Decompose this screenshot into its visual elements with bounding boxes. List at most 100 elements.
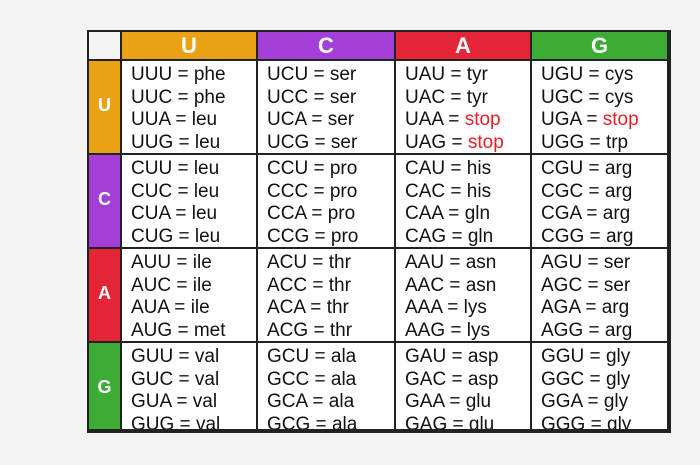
amino-acid-label: leu: [191, 109, 218, 130]
codon-label: CCU: [267, 158, 309, 179]
codon-label: CCA: [267, 203, 307, 224]
codon-label: CAC: [405, 180, 446, 202]
codon-entry: GAC = asp: [405, 368, 499, 390]
codon-cell: AAU = asn AAC = asn AAA = lys AAG = lys: [396, 249, 532, 343]
amino-acid-label: ala: [331, 413, 358, 431]
codon-cell: UUU = phe UUC = phe UUA = leu UUG = leu: [122, 61, 258, 155]
amino-acid-label: pro: [329, 180, 358, 202]
amino-acid-label: lys: [463, 297, 487, 318]
amino-acid-label: ala: [330, 368, 357, 390]
codon-label: CAU: [405, 158, 446, 179]
codon-entry: GGA = gly: [541, 391, 629, 412]
codon-label: GGU: [541, 346, 585, 367]
codon-entry: GCG = ala: [267, 413, 394, 431]
codon-entry: UAU = tyr: [405, 64, 488, 85]
codon-label: UAA: [405, 109, 444, 130]
amino-acid-label: ser: [330, 131, 358, 153]
codon-entry: CCG = pro: [267, 225, 359, 247]
codon-entry: AUU = ile: [131, 252, 212, 273]
codon-entry: GGC = gly: [541, 368, 631, 390]
amino-acid-label: gly: [605, 346, 631, 367]
amino-acid-label: cys: [604, 64, 634, 85]
codon-label: AGG: [541, 319, 584, 341]
codon-entry: CAC = his: [405, 180, 492, 202]
amino-acid-label: glu: [468, 413, 495, 431]
codon-entry: UUA = leu: [131, 109, 218, 130]
codon-entry: GUG = val: [131, 413, 256, 431]
amino-acid-label: thr: [326, 297, 349, 318]
codon-entry: GGG = gly: [541, 414, 667, 430]
codon-entry: AGG = arg: [541, 319, 633, 341]
codon-cell: ACU = thr ACC = thr ACA = thr ACG = thr: [258, 249, 396, 343]
codon-entry: CCU = pro: [267, 158, 358, 179]
codon-cell: UGU = cys UGC = cys UGA = stop UGG = trp: [532, 61, 669, 155]
codon-entry: UAA = stop: [405, 109, 501, 130]
codon-entry: ACA = thr: [267, 297, 349, 318]
codon-label: CAG: [405, 225, 447, 247]
row-header-G: G: [89, 343, 122, 431]
amino-acid-label: arg: [604, 319, 633, 341]
codon-label: CUC: [131, 180, 173, 202]
codon-entry: AGC = ser: [541, 274, 631, 296]
codon-cell: GCU = ala GCC = ala GCA = ala GCG = ala: [258, 343, 396, 431]
codon-label: AUG: [131, 319, 173, 341]
amino-acid-label: gln: [464, 203, 491, 224]
amino-acid-label: val: [195, 413, 221, 431]
codon-label: GAC: [405, 368, 447, 390]
amino-acid-label: val: [194, 346, 220, 367]
codon-label: UGA: [541, 109, 582, 130]
amino-acid-label: arg: [604, 180, 633, 202]
codon-entry: GAU = asp: [405, 346, 499, 367]
amino-acid-label: pro: [327, 203, 356, 224]
codon-entry: ACG = thr: [267, 319, 353, 341]
codon-entry: UGC = cys: [541, 86, 634, 108]
codon-label: CGU: [541, 158, 584, 179]
amino-acid-label: pro: [329, 158, 358, 179]
codon-label: UCC: [267, 86, 309, 108]
amino-acid-label: ser: [329, 86, 357, 108]
column-header-C: C: [258, 32, 396, 61]
codon-cell: CUU = leu CUC = leu CUA = leu CUG = leu: [122, 155, 258, 249]
codon-label: UAU: [405, 64, 446, 85]
codon-label: AUC: [131, 274, 172, 296]
codon-entry: CCC = pro: [267, 180, 358, 202]
codon-label: UCA: [267, 109, 307, 130]
table-corner: [89, 32, 122, 61]
codon-label: UAC: [405, 86, 446, 108]
codon-label: GUG: [131, 413, 175, 431]
codon-label: AAG: [405, 319, 446, 341]
codon-entry: UCG = ser: [267, 131, 358, 153]
codon-label: UGG: [541, 131, 585, 153]
codon-label: AUA: [131, 297, 170, 318]
codon-label: UGC: [541, 86, 584, 108]
codon-label: CUU: [131, 158, 173, 179]
codon-entry: UGU = cys: [541, 64, 634, 85]
codon-cell: CGU = arg CGC = arg CGA = arg CGG = arg: [532, 155, 669, 249]
codon-entry: CGC = arg: [541, 180, 633, 202]
codon-entry: CUG = leu: [131, 225, 221, 247]
codon-entry: AGU = ser: [541, 252, 631, 273]
row-header-A: A: [89, 249, 122, 343]
amino-acid-label: tyr: [466, 64, 488, 85]
amino-acid-label: ser: [603, 274, 631, 296]
amino-acid-label: thr: [328, 252, 351, 273]
amino-acid-label: phe: [193, 64, 226, 85]
codon-label: GUA: [131, 391, 172, 412]
codon-label: GAU: [405, 346, 447, 367]
codon-label: AAU: [405, 252, 445, 273]
amino-acid-label: leu: [194, 225, 221, 247]
amino-acid-label: val: [194, 368, 220, 390]
amino-acid-label: leu: [193, 158, 220, 179]
amino-acid-label: ala: [330, 346, 357, 367]
codon-entry: CUU = leu: [131, 158, 220, 179]
codon-label: UUC: [131, 86, 173, 108]
codon-label: ACG: [267, 319, 309, 341]
codon-entry: ACC = thr: [267, 274, 351, 296]
codon-entry: AUG = met: [131, 319, 226, 341]
codon-entry: CUA = leu: [131, 203, 218, 224]
codon-label: CGG: [541, 225, 585, 247]
amino-acid-label: leu: [193, 180, 220, 202]
codon-entry: UUG = leu: [131, 131, 221, 153]
codon-entry: CAA = gln: [405, 203, 491, 224]
amino-acid-label: gln: [467, 225, 494, 247]
